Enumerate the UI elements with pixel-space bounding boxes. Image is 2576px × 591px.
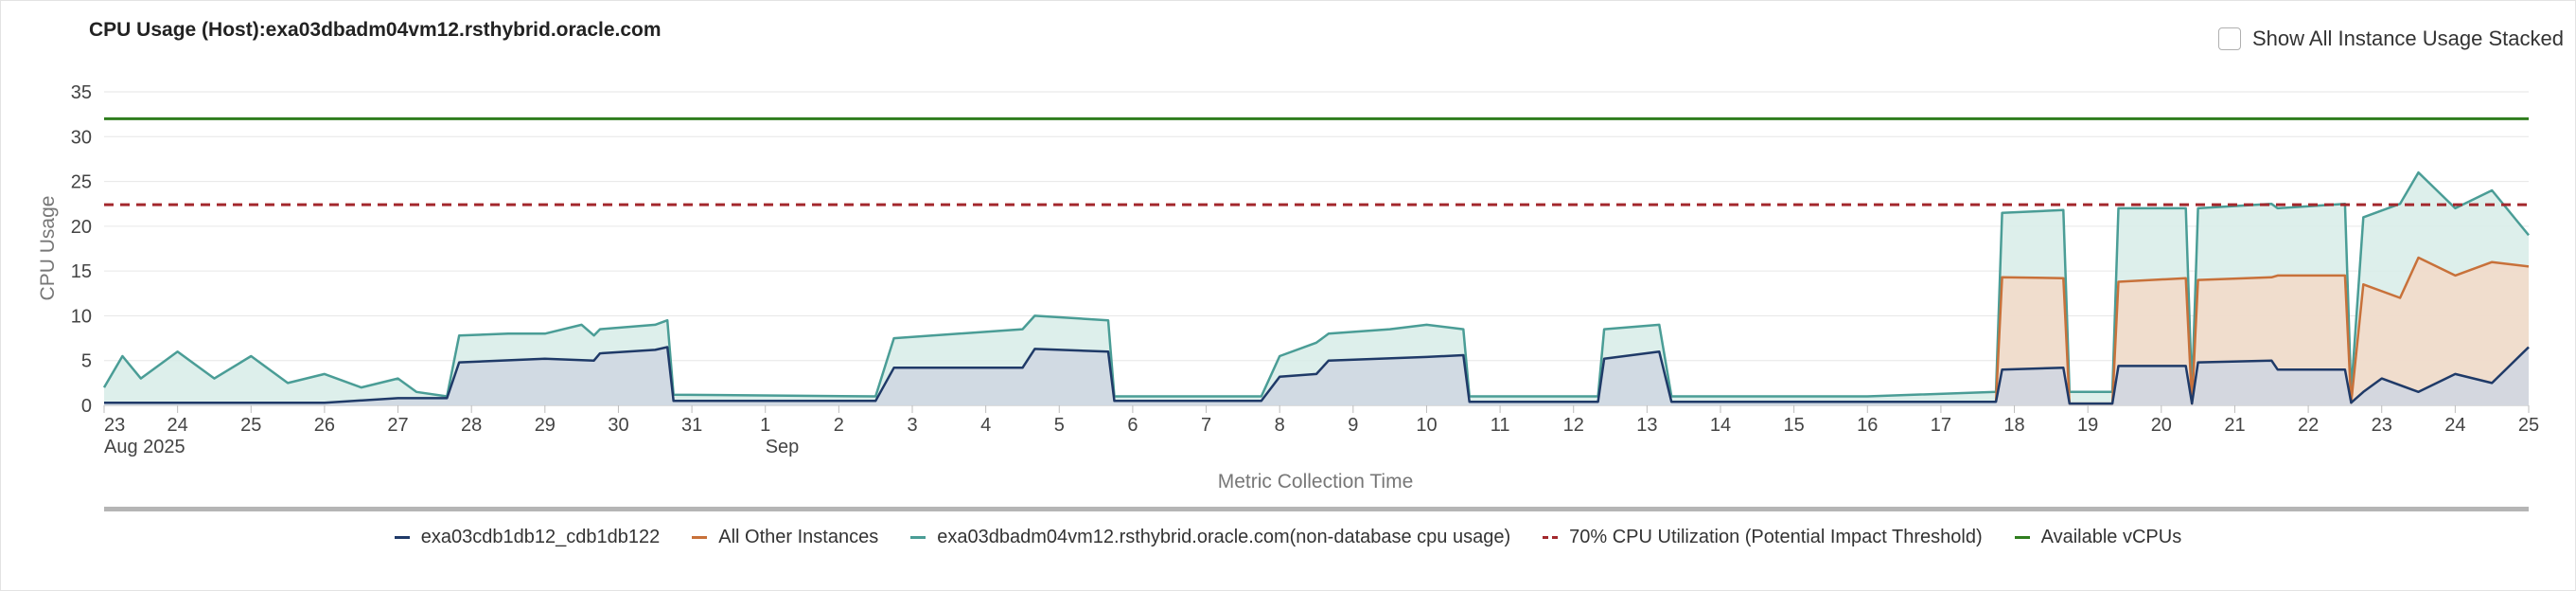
legend-swatch — [1543, 536, 1559, 539]
stack-toggle-label: Show All Instance Usage Stacked — [2252, 27, 2564, 50]
x-tick-sublabel: Sep — [766, 437, 800, 457]
x-tick-label: 21 — [2224, 415, 2245, 436]
y-tick-label: 0 — [81, 396, 92, 417]
x-tick-label: 17 — [1931, 415, 1951, 436]
y-axis-ticks: 0 5 10 15 20 25 30 35 — [71, 82, 92, 417]
x-tick-label: 25 — [240, 415, 261, 436]
x-tick-label: 20 — [2151, 415, 2172, 436]
x-tick-label: 3 — [907, 415, 917, 436]
series-areas — [104, 172, 2529, 405]
x-tick-label: 18 — [2003, 415, 2024, 436]
x-tick-label: 24 — [2444, 415, 2465, 436]
x-tick-label: 15 — [1784, 415, 1805, 436]
show-all-instances-stacked-toggle[interactable]: Show All Instance Usage Stacked — [2218, 27, 2564, 51]
legend-item[interactable]: 70% CPU Utilization (Potential Impact Th… — [1543, 527, 1983, 548]
x-tick-label: 13 — [1636, 415, 1657, 436]
x-axis-label: Metric Collection Time — [1218, 471, 1414, 492]
stack-checkbox[interactable] — [2218, 27, 2241, 50]
x-tick-label: 26 — [314, 415, 335, 436]
x-tick-label: 27 — [387, 415, 408, 436]
x-tick-label: 16 — [1857, 415, 1878, 436]
x-tick-label: 28 — [461, 415, 482, 436]
x-tick-label: 29 — [535, 415, 556, 436]
y-tick-label: 30 — [71, 127, 92, 148]
legend-label: All Other Instances — [718, 527, 879, 547]
legend-label: exa03cdb1db12_cdb1db122 — [420, 527, 661, 547]
x-tick-label: 7 — [1201, 415, 1211, 436]
x-tick-label: 4 — [980, 415, 991, 436]
chart-title: CPU Usage (Host):exa03dbadm04vm12.rsthyb… — [89, 19, 662, 41]
legend-item[interactable]: exa03dbadm04vm12.rsthybrid.oracle.com(no… — [910, 527, 1510, 548]
x-tick-label: 11 — [1491, 415, 1510, 436]
series-line-0 — [104, 346, 2530, 405]
overview-scrollbar[interactable] — [104, 507, 2529, 511]
threshold-lines — [104, 116, 2529, 206]
y-tick-label: 20 — [71, 217, 92, 238]
chart-legend: exa03cdb1db12_cdb1db122 All Other Instanc… — [0, 527, 2576, 548]
x-tick-label: 23 — [104, 415, 125, 436]
x-tick-label: 19 — [2077, 415, 2098, 436]
legend-item[interactable]: Available vCPUs — [2014, 527, 2182, 548]
y-tick-label: 15 — [71, 261, 92, 282]
x-tick-label: 9 — [1348, 415, 1358, 436]
x-tick-label: 22 — [2298, 415, 2319, 436]
x-tick-label: 30 — [608, 415, 628, 436]
x-tick-label: 6 — [1127, 415, 1138, 436]
legend-swatch — [910, 536, 926, 539]
legend-label: Available vCPUs — [2040, 527, 2182, 547]
x-tick-label: 5 — [1054, 415, 1065, 436]
x-tick-label: 10 — [1416, 415, 1437, 436]
y-tick-label: 10 — [71, 306, 92, 327]
series-area-0 — [104, 347, 2529, 405]
legend-swatch — [394, 536, 410, 539]
series-lines — [102, 170, 2530, 405]
y-axis-label: CPU Usage — [37, 196, 59, 301]
x-tick-label: 2 — [834, 415, 844, 436]
x-tick-label: 23 — [2372, 415, 2392, 436]
x-tick-label: 8 — [1275, 415, 1285, 436]
series-line-2 — [102, 170, 2530, 398]
y-tick-label: 5 — [81, 351, 92, 372]
x-tick-label: 14 — [1710, 415, 1731, 436]
x-tick-label: 25 — [2518, 415, 2539, 436]
x-tick-sublabel: Aug 2025 — [104, 437, 185, 457]
legend-label: exa03dbadm04vm12.rsthybrid.oracle.com(no… — [937, 527, 1511, 547]
legend-label: 70% CPU Utilization (Potential Impact Th… — [1569, 527, 1983, 547]
legend-swatch — [692, 536, 708, 539]
legend-item[interactable]: exa03cdb1db12_cdb1db122 — [394, 527, 661, 548]
x-tick-label: 1 — [760, 415, 770, 436]
legend-swatch — [2014, 536, 2030, 539]
y-tick-label: 25 — [71, 172, 92, 193]
x-tick-label: 12 — [1563, 415, 1584, 436]
x-tick-label: 31 — [681, 415, 702, 436]
legend-item[interactable]: All Other Instances — [692, 527, 878, 548]
y-tick-label: 35 — [71, 82, 92, 103]
x-tick-label: 24 — [168, 415, 188, 436]
